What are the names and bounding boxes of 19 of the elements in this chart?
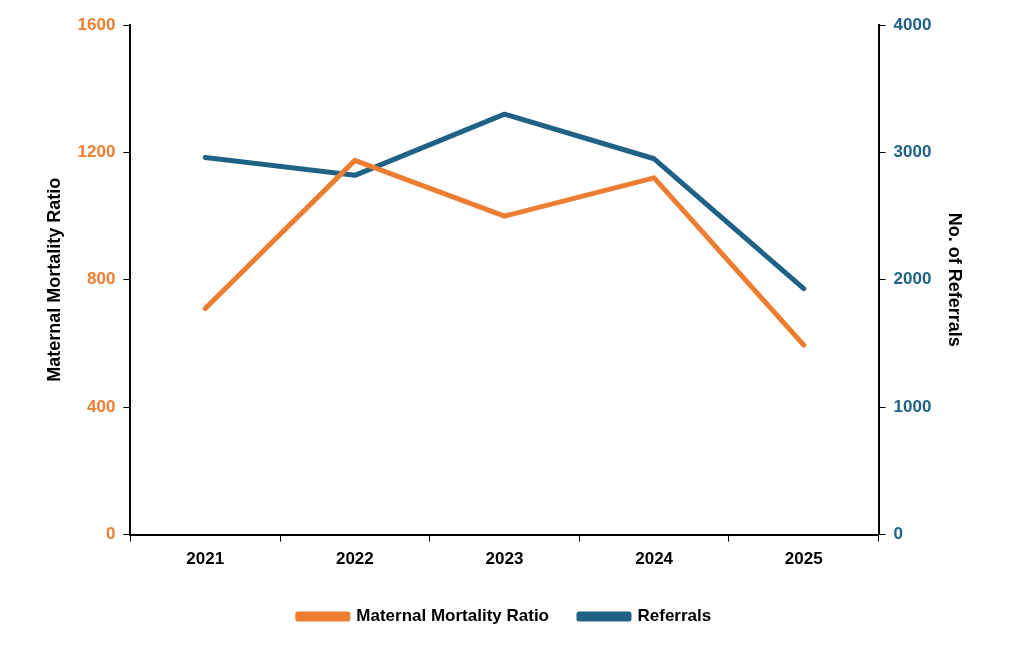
legend-label: Maternal Mortality Ratio (356, 606, 549, 626)
x-tick-label: 2022 (335, 549, 374, 569)
y2-tick-label: 1000 (893, 396, 932, 416)
y-axis-title: Maternal Mortality Ratio (43, 177, 64, 382)
y-tick-label: 1200 (77, 142, 116, 162)
y2-tick-label: 2000 (893, 269, 932, 289)
x-tick-label: 2025 (784, 549, 823, 569)
x-tick-label: 2024 (635, 549, 674, 569)
y-tick-label: 400 (87, 396, 116, 416)
legend-label: Referrals (637, 606, 712, 626)
x-tick-label: 2023 (485, 549, 524, 569)
y2-axis-title: No. of Referrals (945, 212, 966, 347)
y2-tick-label: 3000 (893, 142, 932, 162)
y-tick-label: 0 (105, 524, 116, 544)
y2-tick-label: 0 (893, 524, 904, 544)
x-tick-label: 2021 (186, 549, 225, 569)
y-tick-label: 800 (87, 269, 116, 289)
y2-tick-label: 4000 (893, 14, 932, 34)
y-tick-label: 1600 (77, 14, 116, 34)
